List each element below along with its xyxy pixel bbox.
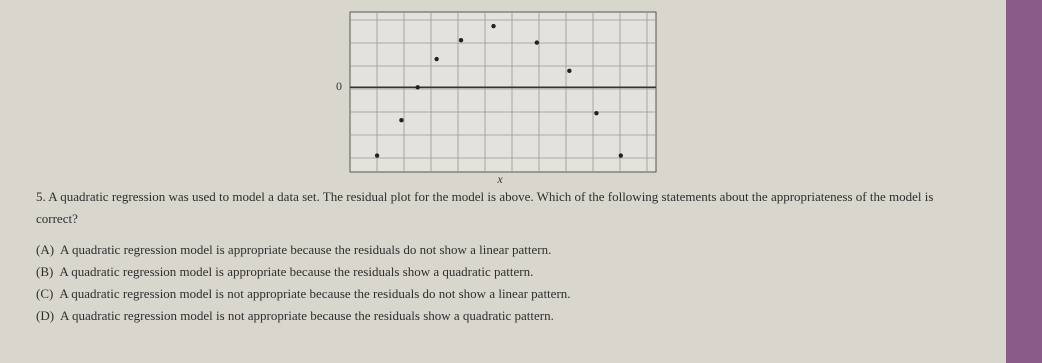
point — [491, 23, 496, 29]
point — [458, 38, 464, 43]
option: (D) A quadratic regression model is not a… — [36, 308, 560, 324]
point — [594, 110, 599, 116]
point — [618, 153, 623, 158]
question: 5. A quadratic regression was used to mo… — [36, 186, 936, 230]
point — [534, 40, 540, 45]
y-tick-label: 0 — [336, 79, 342, 93]
option-letter: (B) — [36, 264, 54, 279]
option-letter: (C) — [36, 286, 54, 301]
point — [567, 68, 572, 74]
point — [399, 118, 404, 123]
option-letter: (D) — [36, 308, 55, 323]
option-letter: (A) — [36, 242, 55, 257]
question-number: 5. — [36, 189, 46, 204]
option: (B) A quadratic regression model is appro… — [36, 264, 539, 280]
option-text: A quadratic regression model is not appr… — [59, 286, 571, 301]
point — [374, 153, 380, 158]
option: (A) A quadratic regression model is appro… — [36, 242, 557, 258]
margin-strip — [1006, 0, 1042, 363]
option: (C) A quadratic regression model is not a… — [36, 286, 577, 302]
option-text: A quadratic regression model is appropri… — [60, 242, 552, 257]
question-text: A quadratic regression was used to model… — [36, 189, 934, 226]
option-text: A quadratic regression model is not appr… — [60, 308, 554, 323]
plot-grid — [350, 12, 656, 172]
option-text: A quadratic regression model is appropri… — [59, 264, 534, 279]
point — [434, 56, 439, 62]
x-axis-label: x — [496, 172, 503, 186]
plot-frame — [349, 11, 657, 173]
point — [415, 85, 420, 90]
